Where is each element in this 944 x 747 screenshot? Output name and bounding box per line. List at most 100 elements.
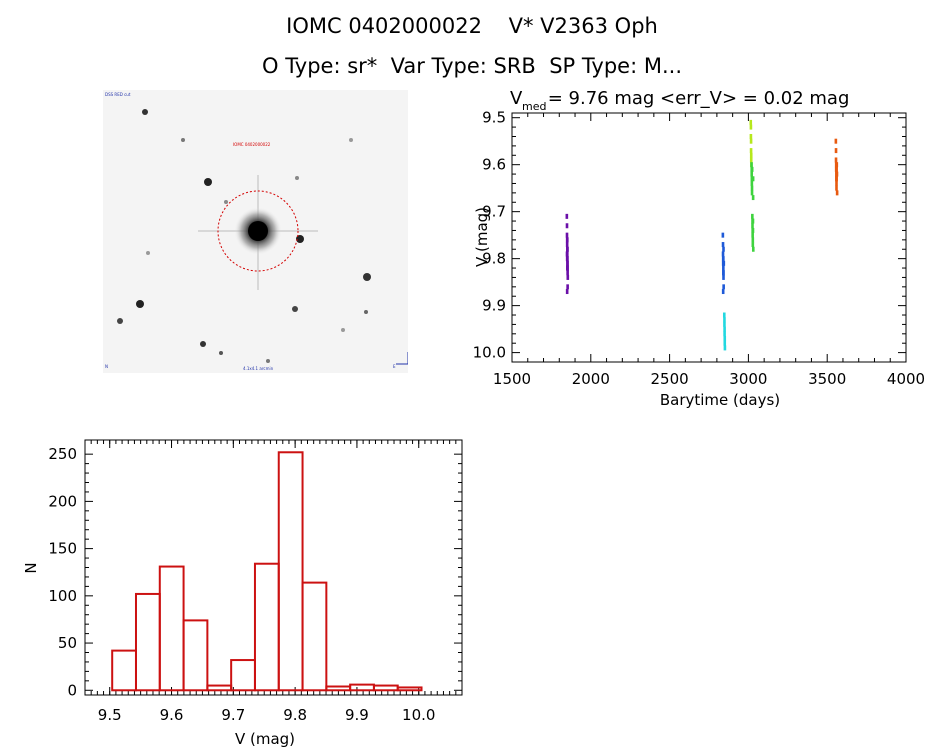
lc-point: [750, 185, 754, 191]
lc-point: [751, 218, 755, 224]
hist-xtick-label: 9.8: [283, 706, 307, 724]
lc-ytick-label: 9.7: [482, 203, 506, 221]
hist-ytick-label: 250: [48, 445, 77, 463]
lc-point: [722, 312, 726, 318]
hist-xtick-label: 10.0: [402, 706, 435, 724]
lc-point: [566, 270, 569, 276]
lc-point: [723, 317, 726, 323]
hist-bar: [182, 619, 209, 692]
hist-bar: [301, 581, 328, 692]
lc-point: [722, 274, 725, 280]
lc-point: [749, 119, 753, 125]
lc-point: [749, 152, 753, 158]
lc-point: [565, 251, 569, 257]
lc-point: [750, 190, 754, 196]
lc-ytick-label: 9.5: [482, 109, 506, 127]
hist-ytick-label: 200: [48, 492, 77, 510]
hist-ytick-label: 0: [67, 681, 77, 699]
hist-ylabel: N: [22, 562, 40, 573]
lc-series-0: [565, 213, 570, 295]
lc-point: [566, 274, 570, 280]
lc-point: [723, 336, 727, 342]
lc-point: [751, 213, 754, 219]
finder-label-bottom-right: E: [393, 364, 396, 369]
hist-xtick-label: 9.7: [221, 706, 245, 724]
lc-ytick-label: 9.6: [482, 156, 506, 174]
lc-point: [722, 284, 725, 290]
lc-point: [750, 166, 754, 172]
finder-image: IOMC 0402000022 DSS RED cut N 4.1x4.1 ar…: [103, 90, 409, 373]
lc-point: [749, 148, 753, 154]
lc-point: [722, 270, 725, 276]
lc-point: [835, 171, 839, 177]
lc-point: [751, 246, 755, 252]
lc-series-2: [722, 312, 727, 351]
lc-point: [751, 237, 755, 243]
lc-point: [566, 251, 569, 257]
lc-xtick-label: 2000: [572, 370, 610, 388]
lc-point: [721, 232, 725, 238]
lc-series-4: [750, 162, 755, 252]
lc-point: [834, 157, 838, 163]
lc-point: [834, 138, 838, 144]
hist-ytick-label: 150: [48, 540, 77, 558]
lc-point: [721, 251, 725, 257]
hist-ytick-label: 50: [58, 634, 77, 652]
lc-point: [835, 185, 838, 191]
lc-point: [565, 232, 569, 238]
lc-point: [566, 265, 569, 271]
lc-plot-frame: [511, 112, 907, 363]
lc-point: [750, 176, 754, 182]
lc-point: [835, 162, 839, 168]
chart-subtitle: O Type: sr* Var Type: SRB SP Type: M...: [262, 54, 682, 78]
lc-point: [721, 242, 725, 248]
lc-point: [834, 148, 838, 154]
lc-point: [751, 195, 755, 201]
hist-bar: [230, 659, 256, 692]
hist-bar: [349, 683, 375, 692]
lc-point: [566, 246, 569, 252]
lc-point: [751, 223, 754, 229]
lc-point: [723, 331, 726, 337]
hist-xtick-label: 9.6: [160, 706, 184, 724]
lc-point: [565, 289, 569, 295]
lc-point: [751, 227, 754, 233]
hist-xtick-label: 9.5: [98, 706, 122, 724]
lc-point: [751, 242, 755, 248]
finder-label-center: IOMC 0402000022: [233, 142, 271, 147]
lc-xtick-label: 3000: [729, 370, 767, 388]
lc-point: [722, 260, 726, 266]
lc-point: [834, 162, 838, 168]
lc-point: [835, 176, 838, 182]
lc-point: [723, 326, 726, 332]
lc-point: [751, 227, 755, 233]
lc-xtick-label: 4000: [887, 370, 925, 388]
lc-point: [750, 162, 753, 168]
hist-bar: [277, 451, 304, 692]
hist-bar: [158, 565, 185, 692]
lc-point: [566, 260, 569, 266]
lc-point: [723, 345, 727, 351]
hist-bar: [372, 684, 399, 692]
lc-point: [722, 246, 725, 252]
lc-point: [835, 180, 838, 186]
lc-point: [835, 190, 839, 196]
lc-point: [750, 171, 754, 177]
lc-point: [723, 321, 726, 327]
lc-point: [750, 166, 754, 172]
lc-point: [565, 213, 569, 219]
finder-label-top-left: DSS RED cut: [105, 92, 131, 97]
lc-point: [749, 138, 753, 144]
lc-point: [751, 232, 754, 238]
lc-title-rest: = 9.76 mag <err_V> = 0.02 mag: [542, 88, 849, 109]
lc-point: [721, 256, 725, 262]
lc-ytick-label: 9.8: [482, 250, 506, 268]
lc-point: [751, 176, 755, 182]
lc-title-v: V: [510, 88, 523, 109]
lc-point: [566, 246, 569, 252]
lc-point: [749, 133, 753, 139]
lc-point: [565, 242, 569, 248]
lc-point: [721, 260, 725, 266]
lc-point: [835, 176, 838, 182]
lc-xtick-label: 1500: [493, 370, 531, 388]
